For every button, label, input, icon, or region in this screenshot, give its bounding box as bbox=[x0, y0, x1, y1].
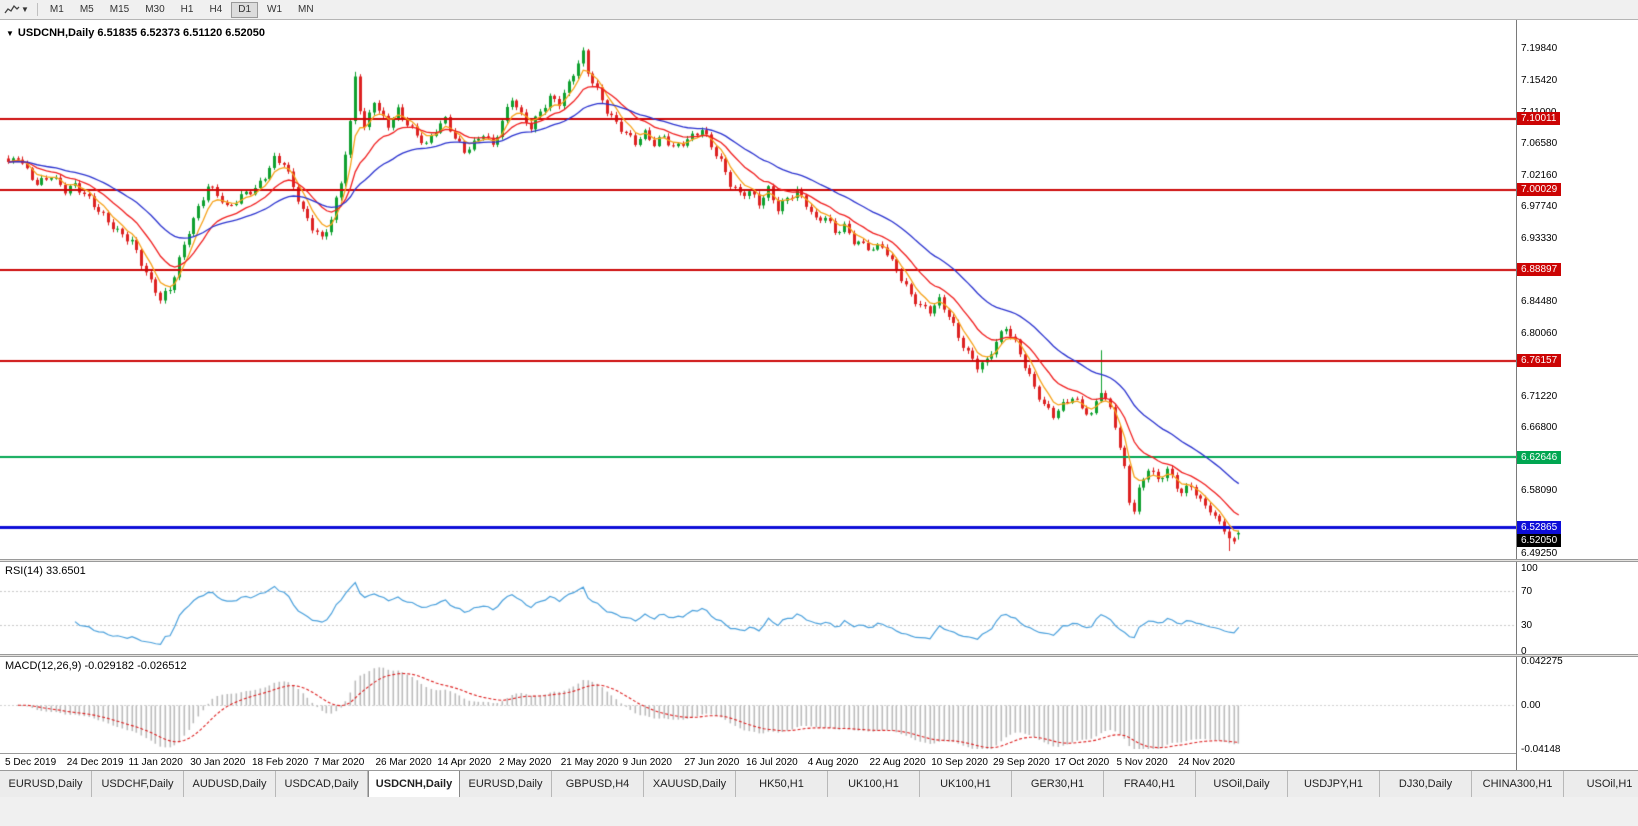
symbol-tab-xauusd-daily-7[interactable]: XAUUSD,Daily bbox=[644, 771, 736, 797]
price-axis bbox=[1516, 20, 1638, 770]
date-label-24-dec-2019: 24 Dec 2019 bbox=[66, 757, 124, 768]
timeframe-button-w1[interactable]: W1 bbox=[267, 3, 283, 15]
symbol-tab-hk50-h1-8[interactable]: HK50,H1 bbox=[736, 771, 828, 797]
rsi-tick-100: 100 bbox=[1521, 563, 1538, 574]
symbol-tab-audusd-daily-2[interactable]: AUDUSD,Daily bbox=[184, 771, 276, 797]
macd-splitter[interactable] bbox=[0, 654, 1638, 657]
price-level-tag-6.62646: 6.62646 bbox=[1517, 451, 1562, 464]
symbol-tab-fra40-h1-12[interactable]: FRA40,H1 bbox=[1104, 771, 1196, 797]
timeframe-button-h4[interactable]: H4 bbox=[209, 3, 223, 15]
price-tick-7.06580: 7.06580 bbox=[1521, 138, 1558, 150]
date-label-29-sep-2020: 29 Sep 2020 bbox=[993, 757, 1050, 768]
date-axis[interactable]: 5 Dec 2019 24 Dec 2019 11 Jan 2020 30 Jan 2… bbox=[0, 753, 1516, 770]
price-level-tag-6.52865: 6.52865 bbox=[1517, 521, 1562, 534]
symbol-tab-uk100-h1-10[interactable]: UK100,H1 bbox=[920, 771, 1012, 797]
date-label-26-mar-2020: 26 Mar 2020 bbox=[375, 757, 432, 768]
date-label-30-jan-2020: 30 Jan 2020 bbox=[190, 757, 246, 768]
timeframe-button-h1[interactable]: H1 bbox=[180, 3, 194, 15]
macd-tick-0.00: 0.00 bbox=[1521, 700, 1541, 712]
date-label-24-nov-2020: 24 Nov 2020 bbox=[1178, 757, 1235, 768]
symbol-tab-china300-h1-16[interactable]: CHINA300,H1 bbox=[1472, 771, 1564, 797]
price-tick-6.97740: 6.97740 bbox=[1521, 201, 1558, 213]
price-tick-6.93330: 6.93330 bbox=[1521, 232, 1558, 244]
symbol-tab-usoil-daily-13[interactable]: USOil,Daily bbox=[1196, 771, 1288, 797]
timeframe-button-d1[interactable]: D1 bbox=[231, 1, 259, 18]
current-price-tag: 6.52050 bbox=[1517, 534, 1562, 547]
price-tick-6.84480: 6.84480 bbox=[1521, 296, 1558, 308]
date-label-22-aug-2020: 22 Aug 2020 bbox=[869, 757, 926, 768]
chart-window: 5 Dec 2019 24 Dec 2019 11 Jan 2020 30 Jan 2… bbox=[0, 20, 1638, 770]
bottom-filler bbox=[0, 796, 1638, 826]
price-tick-7.15420: 7.15420 bbox=[1521, 74, 1558, 86]
date-label-7-mar-2020: 7 Mar 2020 bbox=[313, 757, 365, 768]
chart-title: ▼ USDCNH,Daily 6.51835 6.52373 6.51120 6.… bbox=[6, 27, 265, 39]
date-label-11-jan-2020: 11 Jan 2020 bbox=[128, 757, 183, 768]
timeframe-toolbar: ▼ M1 M5 M15 M30 H1 H4 D1 W1 MN bbox=[0, 0, 1638, 20]
chevron-down-icon: ▼ bbox=[21, 4, 29, 14]
date-label-9-jun-2020: 9 Jun 2020 bbox=[622, 757, 673, 768]
price-level-tag-6.76157: 6.76157 bbox=[1517, 354, 1562, 367]
timeframe-button-m1[interactable]: M1 bbox=[49, 3, 64, 15]
chart-type-button[interactable]: ▼ bbox=[0, 0, 33, 19]
date-label-2-may-2020: 2 May 2020 bbox=[499, 757, 552, 768]
symbol-tab-usdcad-daily-3[interactable]: USDCAD,Daily bbox=[276, 771, 368, 797]
price-tick-6.66800: 6.66800 bbox=[1521, 422, 1558, 434]
symbol-tab-uk100-h1-9[interactable]: UK100,H1 bbox=[828, 771, 920, 797]
date-label-10-sep-2020: 10 Sep 2020 bbox=[931, 757, 988, 768]
date-label-4-aug-2020: 4 Aug 2020 bbox=[807, 757, 859, 768]
timeframe-buttons: M1 M5 M15 M30 H1 H4 D1 W1 MN bbox=[42, 1, 322, 18]
symbol-tab-usdcnh-daily-4[interactable]: USDCNH,Daily bbox=[368, 771, 460, 797]
rsi-splitter[interactable] bbox=[0, 559, 1638, 562]
price-level-tag-6.88897: 6.88897 bbox=[1517, 263, 1562, 276]
chart-symbol-label: USDCNH,Daily bbox=[17, 27, 95, 39]
symbol-tab-ger30-h1-11[interactable]: GER30,H1 bbox=[1012, 771, 1104, 797]
date-label-14-apr-2020: 14 Apr 2020 bbox=[437, 757, 492, 768]
price-tick-6.49250: 6.49250 bbox=[1521, 547, 1558, 559]
price-level-tag-7.00029: 7.00029 bbox=[1517, 183, 1562, 196]
timeframe-button-m15[interactable]: M15 bbox=[109, 3, 130, 15]
date-label-21-may-2020: 21 May 2020 bbox=[560, 757, 619, 768]
timeframe-button-mn[interactable]: MN bbox=[298, 3, 314, 15]
chart-tab-bar: EURUSD,Daily USDCHF,Daily AUDUSD,Daily USDC… bbox=[0, 770, 1638, 797]
macd-tick--0.04148: -0.04148 bbox=[1521, 744, 1561, 755]
macd-panel-canvas[interactable] bbox=[0, 657, 1516, 753]
chart-ohlc-values: 6.51835 6.52373 6.51120 6.52050 bbox=[97, 27, 266, 39]
symbol-tab-dj30-daily-15[interactable]: DJ30,Daily bbox=[1380, 771, 1472, 797]
price-level-tag-7.10011: 7.10011 bbox=[1517, 112, 1561, 125]
symbol-tab-usdchf-daily-1[interactable]: USDCHF,Daily bbox=[92, 771, 184, 797]
symbol-tab-eurusd-daily-0[interactable]: EURUSD,Daily bbox=[0, 771, 92, 797]
symbol-tab-usoil-h1-17[interactable]: USOil,H1 bbox=[1564, 771, 1638, 797]
date-label-17-oct-2020: 17 Oct 2020 bbox=[1054, 757, 1110, 768]
macd-indicator-label: MACD(12,26,9) -0.029182 -0.026512 bbox=[5, 660, 187, 672]
date-label-5-nov-2020: 5 Nov 2020 bbox=[1116, 757, 1168, 768]
price-tick-6.58090: 6.58090 bbox=[1521, 484, 1558, 496]
toolbar-separator bbox=[36, 3, 38, 16]
price-tick-6.71220: 6.71220 bbox=[1521, 390, 1558, 402]
symbol-tab-gbpusd-h4-6[interactable]: GBPUSD,H4 bbox=[552, 771, 644, 797]
date-label-27-jun-2020: 27 Jun 2020 bbox=[684, 757, 740, 768]
macd-tick-0.042275: 0.042275 bbox=[1521, 656, 1563, 667]
date-label-18-feb-2020: 18 Feb 2020 bbox=[252, 757, 309, 768]
price-tick-6.80060: 6.80060 bbox=[1521, 327, 1558, 339]
rsi-tick-0: 0 bbox=[1521, 646, 1527, 657]
main-chart-canvas[interactable] bbox=[0, 20, 1516, 559]
timeframe-button-m5[interactable]: M5 bbox=[79, 3, 94, 15]
symbol-tab-usdjpy-h1-14[interactable]: USDJPY,H1 bbox=[1288, 771, 1380, 797]
line-chart-icon bbox=[4, 4, 20, 13]
collapse-icon[interactable]: ▼ bbox=[6, 29, 14, 38]
rsi-tick-30: 30 bbox=[1521, 620, 1533, 632]
rsi-panel-canvas[interactable] bbox=[0, 562, 1516, 654]
rsi-indicator-label: RSI(14) 33.6501 bbox=[5, 565, 86, 577]
price-tick-7.02160: 7.02160 bbox=[1521, 169, 1558, 181]
date-label-5-dec-2019: 5 Dec 2019 bbox=[5, 757, 57, 768]
rsi-tick-70: 70 bbox=[1521, 585, 1533, 597]
price-tick-7.19840: 7.19840 bbox=[1521, 43, 1558, 55]
date-label-16-jul-2020: 16 Jul 2020 bbox=[746, 757, 798, 768]
symbol-tab-eurusd-daily-5[interactable]: EURUSD,Daily bbox=[460, 771, 552, 797]
timeframe-button-m30[interactable]: M30 bbox=[145, 3, 165, 15]
